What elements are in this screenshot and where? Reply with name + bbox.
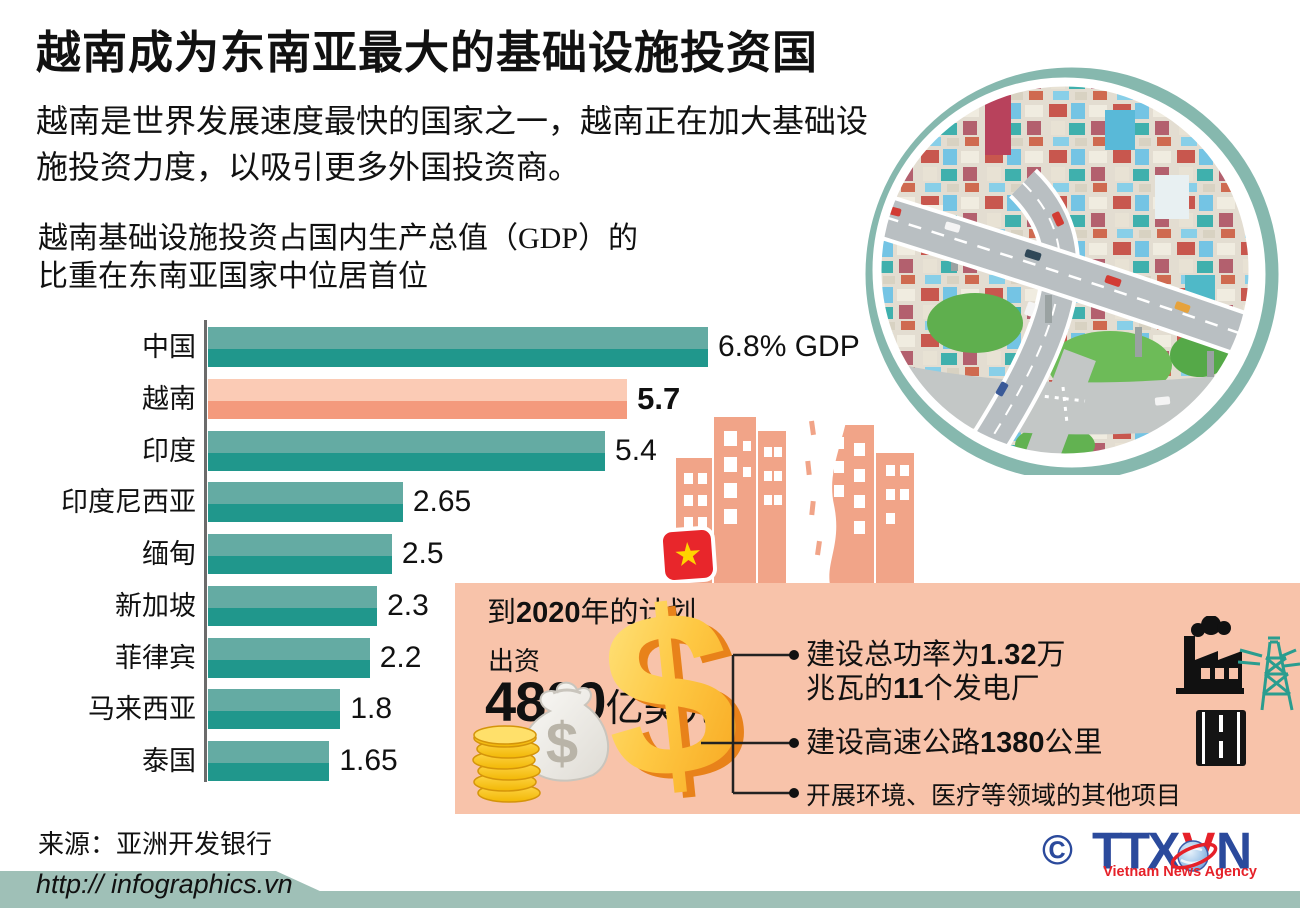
chart-axis-line <box>204 320 207 782</box>
svg-text:$: $ <box>600 585 757 813</box>
bar <box>208 534 392 574</box>
bar-row: 中国 6.8% GDP <box>0 327 860 367</box>
bar-row: 印度 5.4 <box>0 430 657 471</box>
city-buildings-illustration <box>658 403 914 585</box>
chart-title-line-2: 比重在东南亚国家中位居首位 <box>38 260 428 293</box>
bar <box>208 637 370 678</box>
logo-letter-n: N <box>1216 821 1252 881</box>
bar-value-label: 2.65 <box>412 485 472 519</box>
bar <box>208 585 378 626</box>
bar <box>208 482 403 523</box>
amount-unit: 亿美元 <box>605 688 720 730</box>
vietnam-flag-icon <box>658 525 718 585</box>
chart-title-line-1: 越南基础设施投资占国内生产总值（GDP）的 <box>38 222 639 255</box>
chart-title: 越南基础设施投资占国内生产总值（GDP）的 比重在东南亚国家中位居首位 <box>38 220 638 296</box>
bar-value-label: 5.4 <box>615 433 657 467</box>
bar-category-label: 菲律宾 <box>115 642 196 673</box>
ttxvn-logo: © TTX V N Vietnam News Agency <box>1040 822 1265 888</box>
bar-value-label: 6.8% GDP <box>718 330 860 363</box>
logo-caption: Vietnam News Agency <box>1103 864 1257 880</box>
bar-value-label: 2.5 <box>401 537 444 570</box>
gold-coins-icon <box>472 725 541 803</box>
bar-value-label: 2.3 <box>387 588 429 622</box>
intro-line-2: 施投资力度，以吸引更多外国投资商。 <box>36 149 581 185</box>
bar-chart: 中国 6.8% GDP 越南 5.7 印度 5.4 印度尼西亚 2.65 缅甸 … <box>0 327 920 787</box>
money-bag-icon: $ <box>522 681 610 782</box>
cars <box>884 205 1191 406</box>
plan-heading: 到2020年的计划 <box>487 589 697 631</box>
bar-category-label: 泰国 <box>142 746 196 776</box>
bracket-connector <box>701 650 799 798</box>
bar-value-label: 1.65 <box>339 744 398 777</box>
bar-row: 泰国 1.65 <box>0 741 398 781</box>
globe-icon <box>1170 840 1218 872</box>
bar-row: 印度尼西亚 2.65 <box>0 482 472 523</box>
bar-category-label: 马来西亚 <box>88 694 196 725</box>
bar-category-label: 新加坡 <box>115 590 196 621</box>
bar-category-label: 印度 <box>142 435 196 466</box>
source-note: 来源：亚洲开发银行 <box>38 830 273 859</box>
plan-bullet-3: 开展环境、医疗等领域的其他项目 <box>806 783 1182 810</box>
power-tower-icon <box>1238 636 1300 711</box>
bar-category-label: 印度尼西亚 <box>61 487 196 518</box>
invest-label: 出资 <box>488 647 541 676</box>
bar-value-label: 2.2 <box>379 640 422 674</box>
plan-bullet-2: 建设高速公路1380公里 <box>806 727 1103 759</box>
bar <box>208 327 708 367</box>
footer-strip <box>0 891 1300 908</box>
website-url: http:// infographics.vn <box>36 869 293 899</box>
teal-ring <box>865 67 1279 475</box>
intro-line-1: 越南是世界发展速度最快的国家之一，越南正在加大基础设 <box>36 103 869 139</box>
bar-row: 马来西亚 1.8 <box>0 689 393 730</box>
svg-text:$: $ <box>546 711 578 776</box>
factory-icon <box>1176 616 1244 694</box>
footer-tab-shape <box>0 871 322 892</box>
bar-row: 菲律宾 2.2 <box>0 637 422 678</box>
highway-road-icon <box>1196 710 1246 766</box>
bar-value-label: 1.8 <box>350 692 393 726</box>
plan-heading-year: 2020 <box>516 597 581 629</box>
plan-bullet-1: 建设总功率为1.32万 兆瓦的11个发电厂 <box>806 639 1066 705</box>
intro-paragraph: 越南是世界发展速度最快的国家之一，越南正在加大基础设 施投资力度，以吸引更多外国… <box>36 98 868 190</box>
plan-heading-pre: 到 <box>487 597 517 629</box>
bar <box>208 741 330 781</box>
bar-category-label: 中国 <box>142 332 196 362</box>
plan-2020-panel: 到2020年的计划 出资 4800亿美元 $ $ <box>455 583 1300 814</box>
bar <box>208 378 628 419</box>
bar-row: 新加坡 2.3 <box>0 585 429 626</box>
logo-letters-ttx: TTX <box>1092 821 1180 881</box>
bar-row: 缅甸 2.5 <box>0 534 444 574</box>
page-title: 越南成为东南亚最大的基础设施投资国 <box>36 28 819 78</box>
money-illustration: $ $ $ <box>472 585 757 813</box>
bar-value-label: 5.7 <box>637 380 681 416</box>
bar-category-label: 缅甸 <box>142 539 196 569</box>
dollar-sign-icon: $ $ <box>591 585 757 813</box>
bar-row: 越南 5.7 <box>0 378 681 419</box>
bar <box>208 430 606 471</box>
bar-category-label: 越南 <box>142 383 196 414</box>
svg-text:$: $ <box>591 585 748 813</box>
plan-heading-post: 年的计划 <box>580 597 697 629</box>
bar <box>208 689 341 730</box>
copyright-icon: © <box>1042 826 1073 873</box>
aerial-highway-photo <box>865 67 1279 475</box>
